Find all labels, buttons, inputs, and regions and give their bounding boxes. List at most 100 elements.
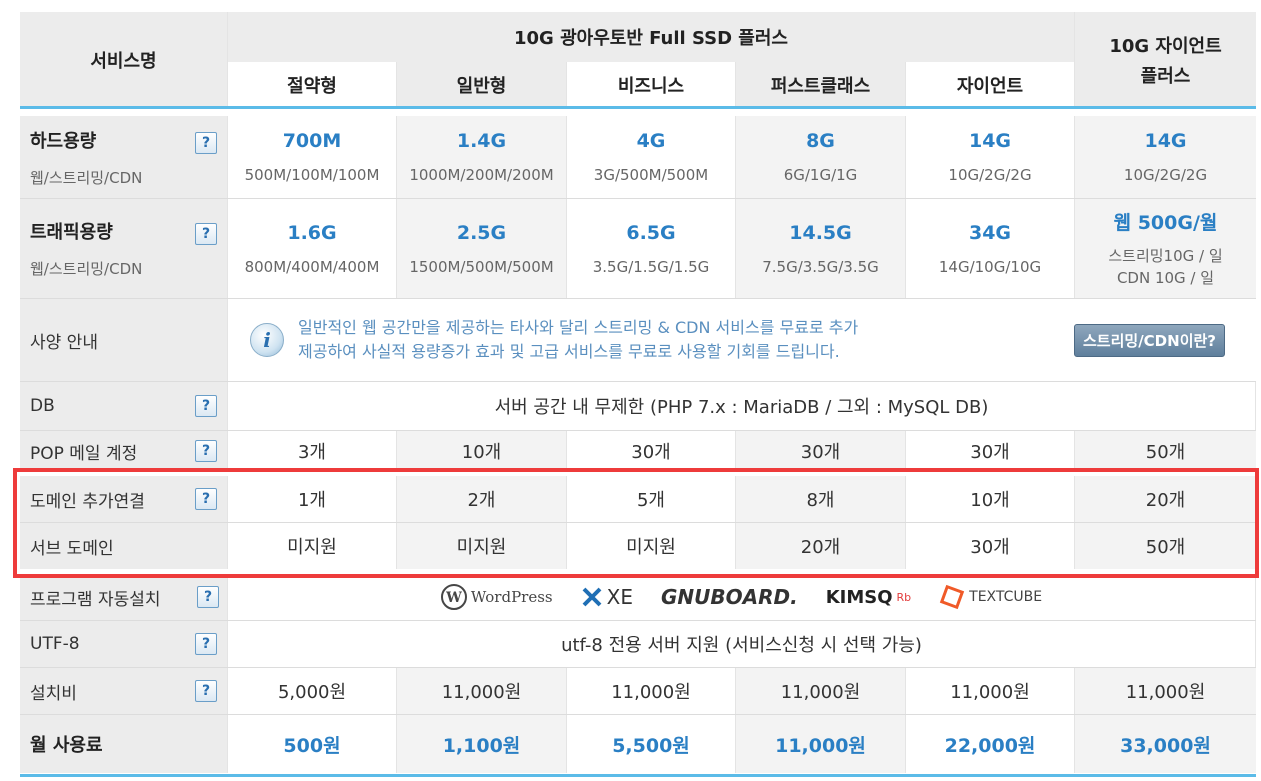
traffic-cell-2: 2.5G 1500M/500M/500M: [397, 199, 567, 298]
help-icon[interactable]: ?: [195, 223, 217, 245]
subdomain-cell-4: 20개: [736, 523, 906, 569]
info-icon: i: [250, 323, 284, 357]
plan-header-2: 일반형: [397, 62, 567, 108]
streaming-cdn-button[interactable]: 스트리밍/CDN이란?: [1074, 323, 1225, 357]
row-traffic: 트래픽용량 웹/스트리밍/CDN ? 1.6G 800M/400M/400M 2.…: [20, 199, 1256, 298]
svg-text:W: W: [445, 590, 462, 606]
subdomain-cell-3: 미지원: [567, 523, 736, 569]
table-bottom-border: [20, 774, 1256, 777]
domain-add-cell-2: 2개: [397, 476, 567, 522]
help-icon[interactable]: ?: [195, 680, 217, 702]
setup-fee-cell-2: 11,000원: [397, 668, 567, 714]
subdomain-cell-1: 미지원: [228, 523, 397, 569]
row-divider: [20, 667, 1256, 668]
row-pop: POP 메일 계정 ? 3개 10개 30개 30개 30개 50개: [20, 431, 1256, 471]
pop-cell-3: 30개: [567, 431, 736, 471]
label-utf8: UTF-8 ?: [20, 621, 228, 667]
pop-cell-1: 3개: [228, 431, 397, 471]
label-setup-fee: 설치비 ?: [20, 668, 228, 714]
monthly-fee-cell-1: 500원: [228, 715, 397, 773]
label-domain-add: 도메인 추가연결 ?: [20, 476, 228, 522]
group-header: 10G 광아우토반 Full SSD 플러스 절약형 일반형 비즈니스 퍼스트클…: [228, 12, 1075, 108]
plan-names: 절약형 일반형 비즈니스 퍼스트클래스 자이언트: [228, 62, 1075, 108]
plan-header-1: 절약형: [228, 62, 397, 108]
row-db: DB ? 서버 공간 내 무제한 (PHP 7.x : MariaDB / 그외…: [20, 382, 1256, 430]
help-icon[interactable]: ?: [195, 132, 217, 154]
monthly-fee-cell-6: 33,000원: [1075, 715, 1256, 773]
spec-info-text: 일반적인 웹 공간만을 제공하는 타사와 달리 스트리밍 & CDN 서비스를 …: [298, 318, 859, 361]
label-monthly-fee: 월 사용료: [20, 715, 228, 773]
row-divider: [20, 430, 1256, 431]
setup-fee-cell-3: 11,000원: [567, 668, 736, 714]
label-pop: POP 메일 계정 ?: [20, 431, 228, 471]
traffic-cell-5: 34G 14G/10G/10G: [906, 199, 1075, 298]
traffic-cell-1: 1.6G 800M/400M/400M: [228, 199, 397, 298]
disk-cell-5: 14G 10G/2G/2G: [906, 116, 1075, 198]
disk-cell-2: 1.4G 1000M/200M/200M: [397, 116, 567, 198]
service-name-header: 서비스명: [20, 12, 228, 108]
help-icon[interactable]: ?: [195, 488, 217, 510]
row-divider: [20, 714, 1256, 715]
pop-cell-5: 30개: [906, 431, 1075, 471]
row-domain-add: 도메인 추가연결 ? 1개 2개 5개 8개 10개 20개: [20, 476, 1256, 522]
textcube-logo: TEXTCUBE: [939, 584, 1042, 610]
autoinstall-logos: W WordPress XE GNUBOARD. KIMSQ Rb TEXTCU…: [228, 574, 1256, 620]
gnuboard-logo: GNUBOARD.: [660, 585, 798, 609]
monthly-fee-cell-2: 1,100원: [397, 715, 567, 773]
row-setup-fee: 설치비 ? 5,000원 11,000원 11,000원 11,000원 11,…: [20, 668, 1256, 714]
help-icon[interactable]: ?: [195, 395, 217, 417]
subdomain-cell-5: 30개: [906, 523, 1075, 569]
label-autoinstall: 프로그램 자동설치 ?: [20, 574, 228, 620]
pop-cell-6: 50개: [1075, 431, 1256, 471]
help-icon[interactable]: ?: [195, 633, 217, 655]
disk-cell-1: 700M 500M/100M/100M: [228, 116, 397, 198]
spec-info: i 일반적인 웹 공간만을 제공하는 타사와 달리 스트리밍 & CDN 서비스…: [228, 299, 1256, 381]
group-title: 10G 광아우토반 Full SSD 플러스: [228, 12, 1075, 62]
plan-header-4: 퍼스트클래스: [736, 62, 906, 108]
plan-header-3: 비즈니스: [567, 62, 736, 108]
giant-plus-header: 10G 자이언트 플러스: [1075, 12, 1256, 108]
row-divider: [20, 298, 1256, 299]
row-divider: [20, 620, 1256, 621]
pop-cell-2: 10개: [397, 431, 567, 471]
row-autoinstall: 프로그램 자동설치 ? W WordPress XE GNUBOARD. KIM…: [20, 574, 1256, 620]
setup-fee-cell-5: 11,000원: [906, 668, 1075, 714]
row-divider: [20, 381, 1256, 382]
row-divider: [20, 522, 1256, 523]
disk-cell-3: 4G 3G/500M/500M: [567, 116, 736, 198]
label-traffic: 트래픽용량 웹/스트리밍/CDN ?: [20, 199, 228, 298]
subdomain-cell-6: 50개: [1075, 523, 1256, 569]
utf8-value: utf-8 전용 서버 지원 (서비스신청 시 선택 가능): [228, 621, 1256, 667]
traffic-cell-6: 웹 500G/월 스트리밍10G / 일 CDN 10G / 일: [1075, 199, 1256, 298]
setup-fee-cell-4: 11,000원: [736, 668, 906, 714]
header-underline: [20, 106, 1256, 109]
db-value: 서버 공간 내 무제한 (PHP 7.x : MariaDB / 그외 : My…: [228, 382, 1256, 430]
disk-cell-6: 14G 10G/2G/2G: [1075, 116, 1256, 198]
row-divider: [20, 198, 1256, 199]
domain-add-cell-3: 5개: [567, 476, 736, 522]
table-header: 서비스명 10G 광아우토반 Full SSD 플러스 절약형 일반형 비즈니스…: [20, 12, 1256, 108]
label-spec: 사양 안내: [20, 299, 228, 381]
row-subdomain: 서브 도메인 미지원 미지원 미지원 20개 30개 50개: [20, 523, 1256, 569]
domain-add-cell-1: 1개: [228, 476, 397, 522]
monthly-fee-cell-5: 22,000원: [906, 715, 1075, 773]
domain-add-cell-4: 8개: [736, 476, 906, 522]
help-icon[interactable]: ?: [195, 440, 217, 462]
help-icon[interactable]: ?: [197, 586, 219, 608]
domain-add-cell-6: 20개: [1075, 476, 1256, 522]
row-utf8: UTF-8 ? utf-8 전용 서버 지원 (서비스신청 시 선택 가능): [20, 621, 1256, 667]
row-spec: 사양 안내 i 일반적인 웹 공간만을 제공하는 타사와 달리 스트리밍 & C…: [20, 299, 1256, 381]
setup-fee-cell-6: 11,000원: [1075, 668, 1256, 714]
xe-logo: XE: [581, 585, 633, 609]
traffic-cell-4: 14.5G 7.5G/3.5G/3.5G: [736, 199, 906, 298]
setup-fee-cell-1: 5,000원: [228, 668, 397, 714]
pop-cell-4: 30개: [736, 431, 906, 471]
label-db: DB ?: [20, 382, 228, 430]
wordpress-logo: W WordPress: [440, 584, 553, 610]
subdomain-cell-2: 미지원: [397, 523, 567, 569]
kimsq-logo: KIMSQ Rb: [825, 586, 912, 608]
row-monthly-fee: 월 사용료 500원 1,100원 5,500원 11,000원 22,000원…: [20, 715, 1256, 773]
disk-cell-4: 8G 6G/1G/1G: [736, 116, 906, 198]
highlight-box: [13, 468, 1259, 578]
label-subdomain: 서브 도메인: [20, 523, 228, 569]
